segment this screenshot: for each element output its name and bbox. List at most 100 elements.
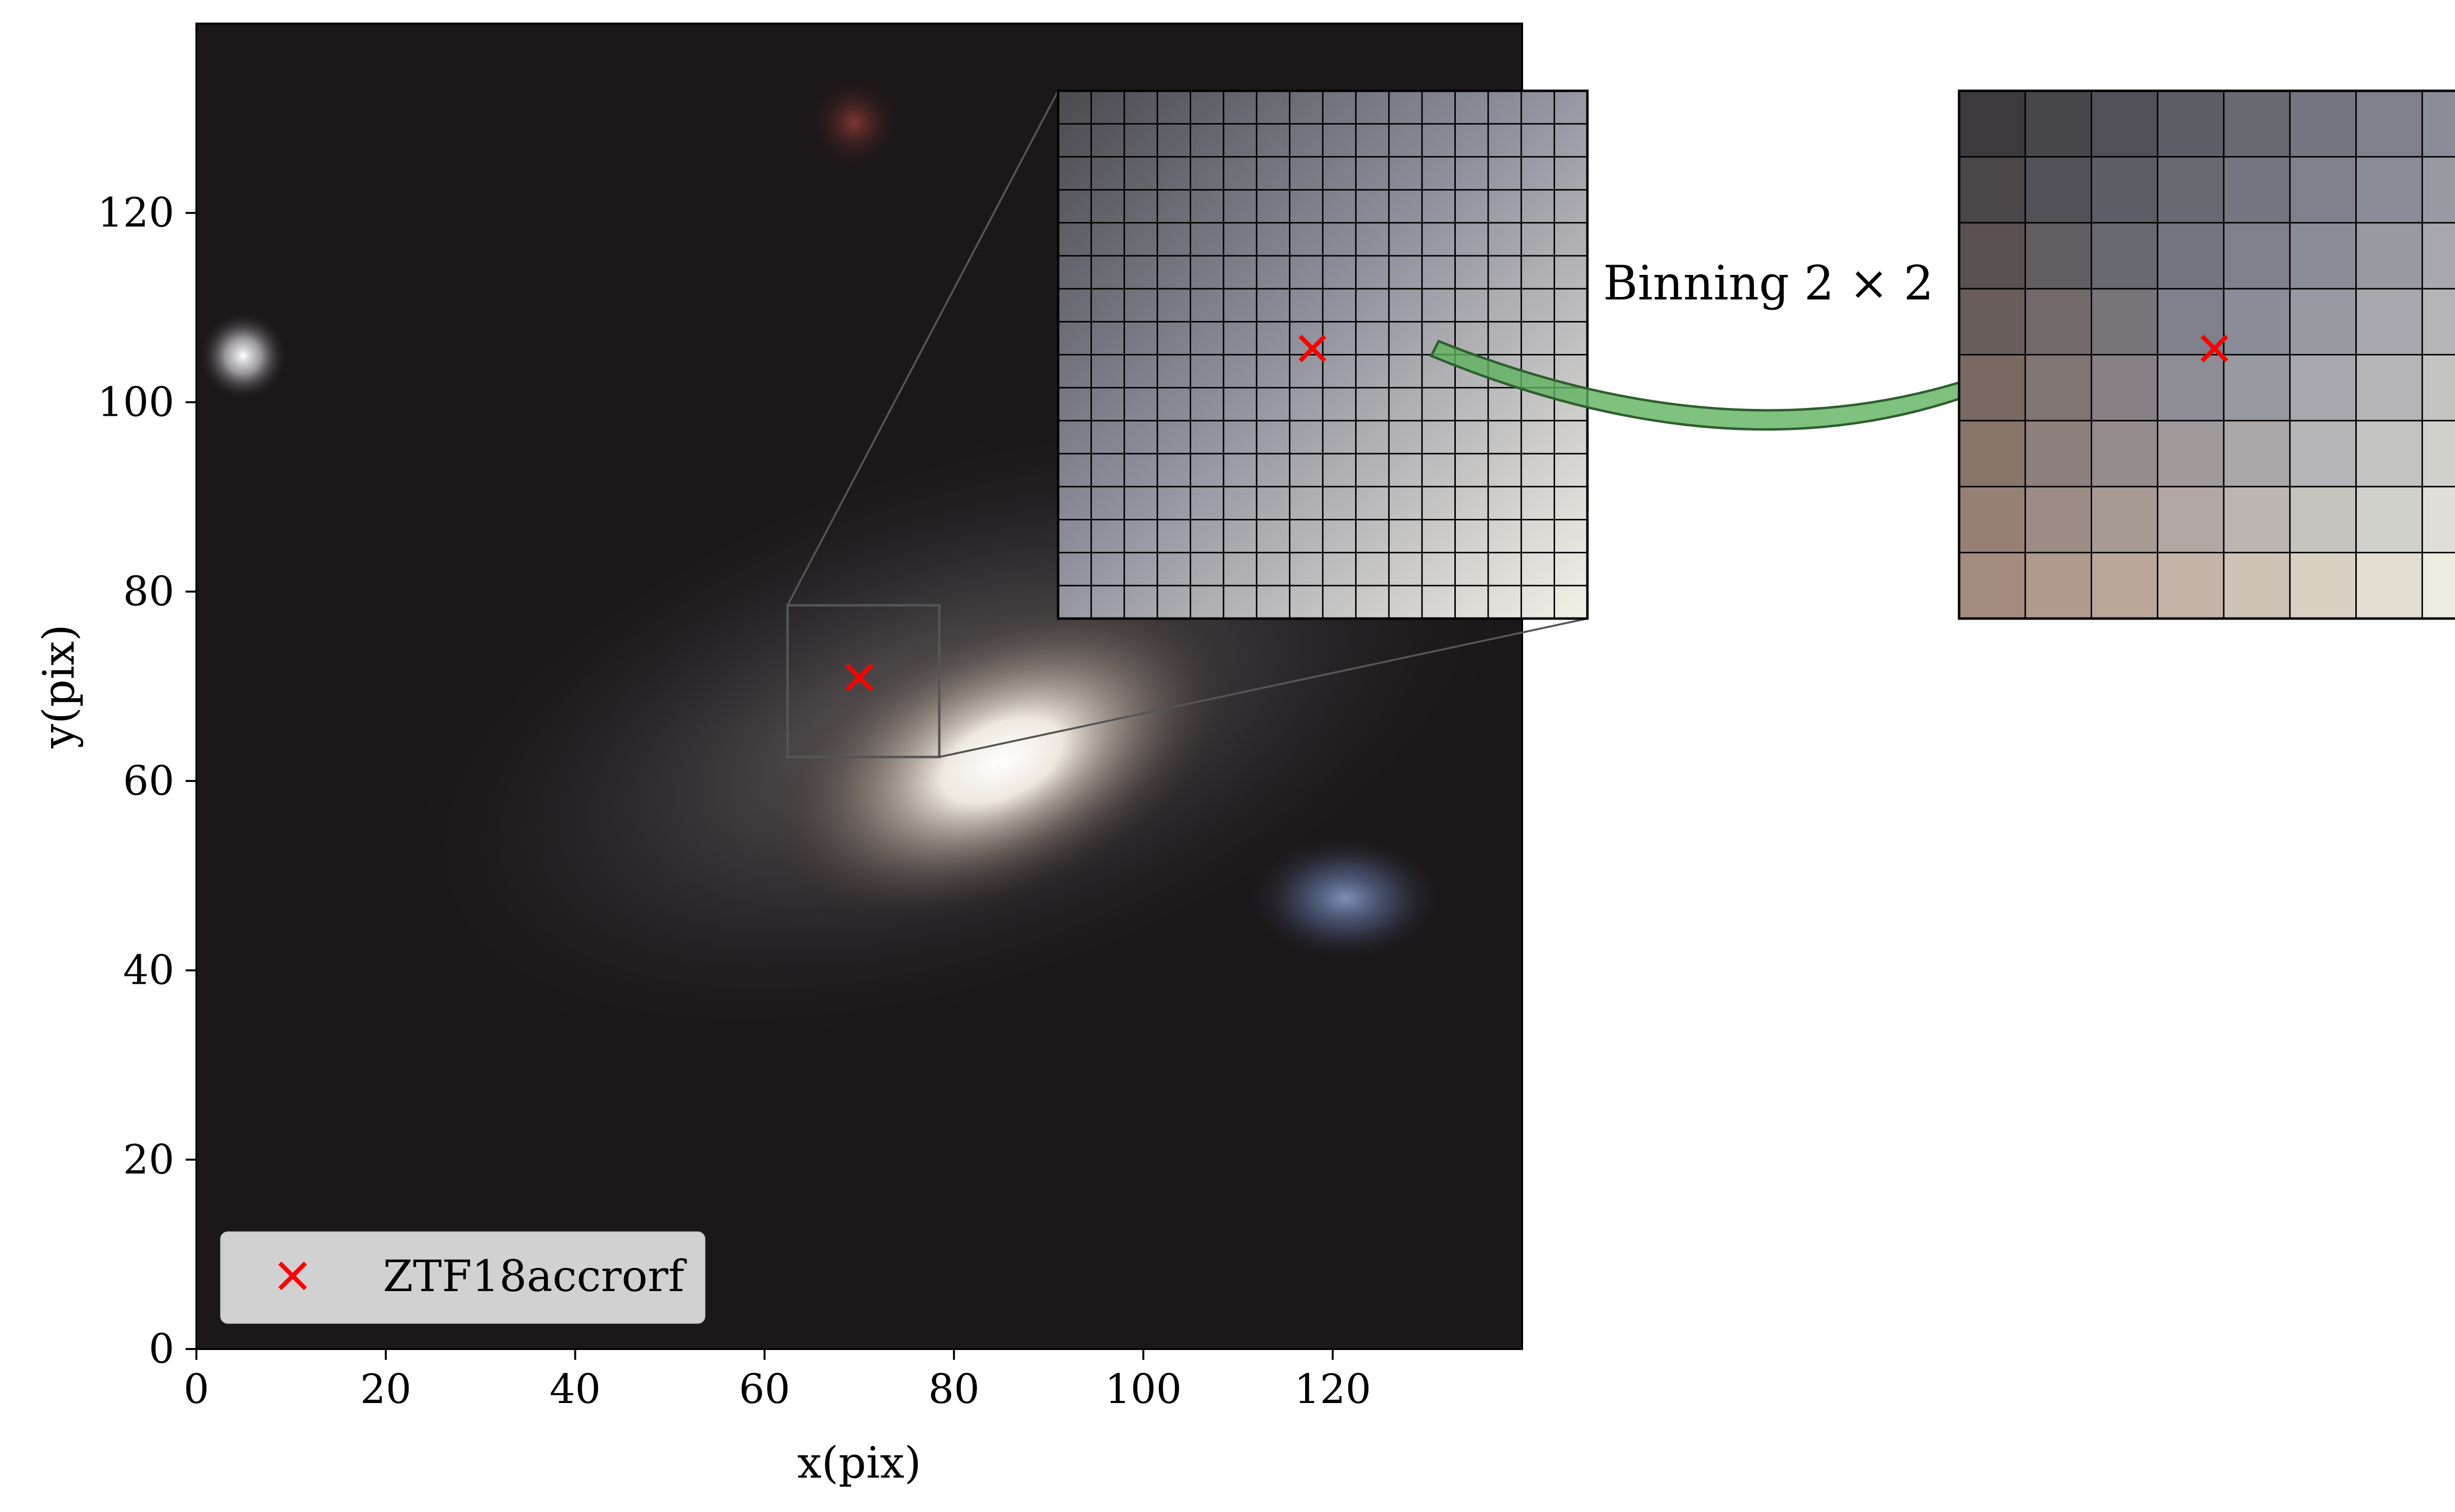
y-axis-label: y(pix) [33,624,84,749]
binned-cell [2290,289,2356,355]
binned-cell [2224,157,2291,223]
bright-star [199,312,287,400]
x-tick-label: 60 [739,1366,790,1413]
binned-cell [2157,354,2224,421]
binned-cell [1959,486,2026,553]
binned-cell [2356,222,2423,289]
binned-cell [2422,289,2455,355]
binned-cell [1959,420,2026,487]
binned-cell [2422,420,2455,487]
binned-cell [2157,157,2224,223]
x-tick-label: 80 [928,1366,980,1413]
image-frame [195,23,1523,1350]
binned-cell [2091,486,2158,553]
inset-binned-cells [1959,91,2455,619]
y-tick-label: 60 [123,758,174,805]
binned-cell [2422,486,2455,553]
binned-cell [2025,222,2092,289]
binned-cell [2290,552,2356,619]
binned-cell [2290,486,2356,553]
binned-cell [2356,157,2423,223]
binned-cell [2224,552,2291,619]
inset-binned-grid [1959,91,2455,619]
zoom-indicator [786,90,1588,758]
x-tick-label: 0 [184,1366,209,1413]
binned-cell [2224,222,2291,289]
binned-cell [2422,91,2455,157]
binned-cell [2290,222,2356,289]
binned-cell [2356,486,2423,553]
legend: ZTF18accrorf [220,1231,706,1324]
binned-cell [2157,222,2224,289]
legend-box [220,1231,706,1324]
binned-cell [2224,420,2291,487]
binned-cell [2091,354,2158,421]
binned-cell [2356,420,2423,487]
binned-cell [2157,486,2224,553]
binned-cell [2422,552,2455,619]
y-tick-label: 120 [97,190,174,237]
binned-cell [1959,552,2026,619]
inset-original [1057,89,1589,620]
y-tick-label: 80 [123,568,174,615]
x-axis: 0 20 40 60 80 100 120 [184,1349,1371,1413]
y-tick-label: 20 [123,1136,174,1183]
binned-cell [2091,420,2158,487]
target-marker [845,663,873,692]
binned-cell [2422,222,2455,289]
y-tick-label: 100 [97,379,174,426]
binned-cell [1959,157,2026,223]
inset-binned-marker [2200,334,2229,363]
x-tick-label: 40 [549,1366,600,1413]
binned-cell [1959,91,2026,157]
y-tick-label: 0 [149,1326,174,1373]
binned-cell [2224,486,2291,553]
binned-cell [2290,157,2356,223]
binned-cell [2356,289,2423,355]
binned-cell [2025,289,2092,355]
binned-cell [2091,91,2158,157]
legend-label: ZTF18accrorf [383,1251,687,1301]
binned-cell [2091,289,2158,355]
inset-original-grid [1058,91,1587,619]
binned-cell [2157,91,2224,157]
binned-cell [1959,354,2026,421]
binned-cell [2025,420,2092,487]
galaxy-core [763,593,1241,929]
legend-marker [278,1261,307,1291]
inset-binned [1958,89,2455,620]
binned-cell [2157,420,2224,487]
red-source [810,79,899,167]
binned-cell [2224,91,2291,157]
connector-line-top [787,90,1059,606]
binned-cell [2290,91,2356,157]
binned-cell [2025,157,2092,223]
binned-cell [2356,354,2423,421]
blue-source [1247,835,1444,962]
binned-cell [2025,486,2092,553]
inset-binned-frame [1958,89,2455,620]
binned-cell [2290,354,2356,421]
binned-cell [2422,157,2455,223]
binned-cell [1959,289,2026,355]
x-axis-label: x(pix) [797,1437,921,1488]
binned-cell [2157,552,2224,619]
binned-cell [2224,289,2291,355]
binned-cell [2356,552,2423,619]
binned-cell [2025,552,2092,619]
binned-cell [2025,91,2092,157]
binned-cell [2224,354,2291,421]
inset-original-frame [1057,89,1589,620]
binning-annotation: Binning 2 × 2 [1603,256,1934,311]
binned-cell [2091,222,2158,289]
binned-cell [2091,157,2158,223]
x-tick-label: 20 [360,1366,411,1413]
binned-cell [1959,222,2026,289]
inset-original-marker [1298,334,1327,363]
binned-cell [2422,354,2455,421]
zoom-box [786,604,941,758]
connector-line-bottom [939,618,1588,758]
binned-cell [2091,552,2158,619]
binned-cell [2025,354,2092,421]
